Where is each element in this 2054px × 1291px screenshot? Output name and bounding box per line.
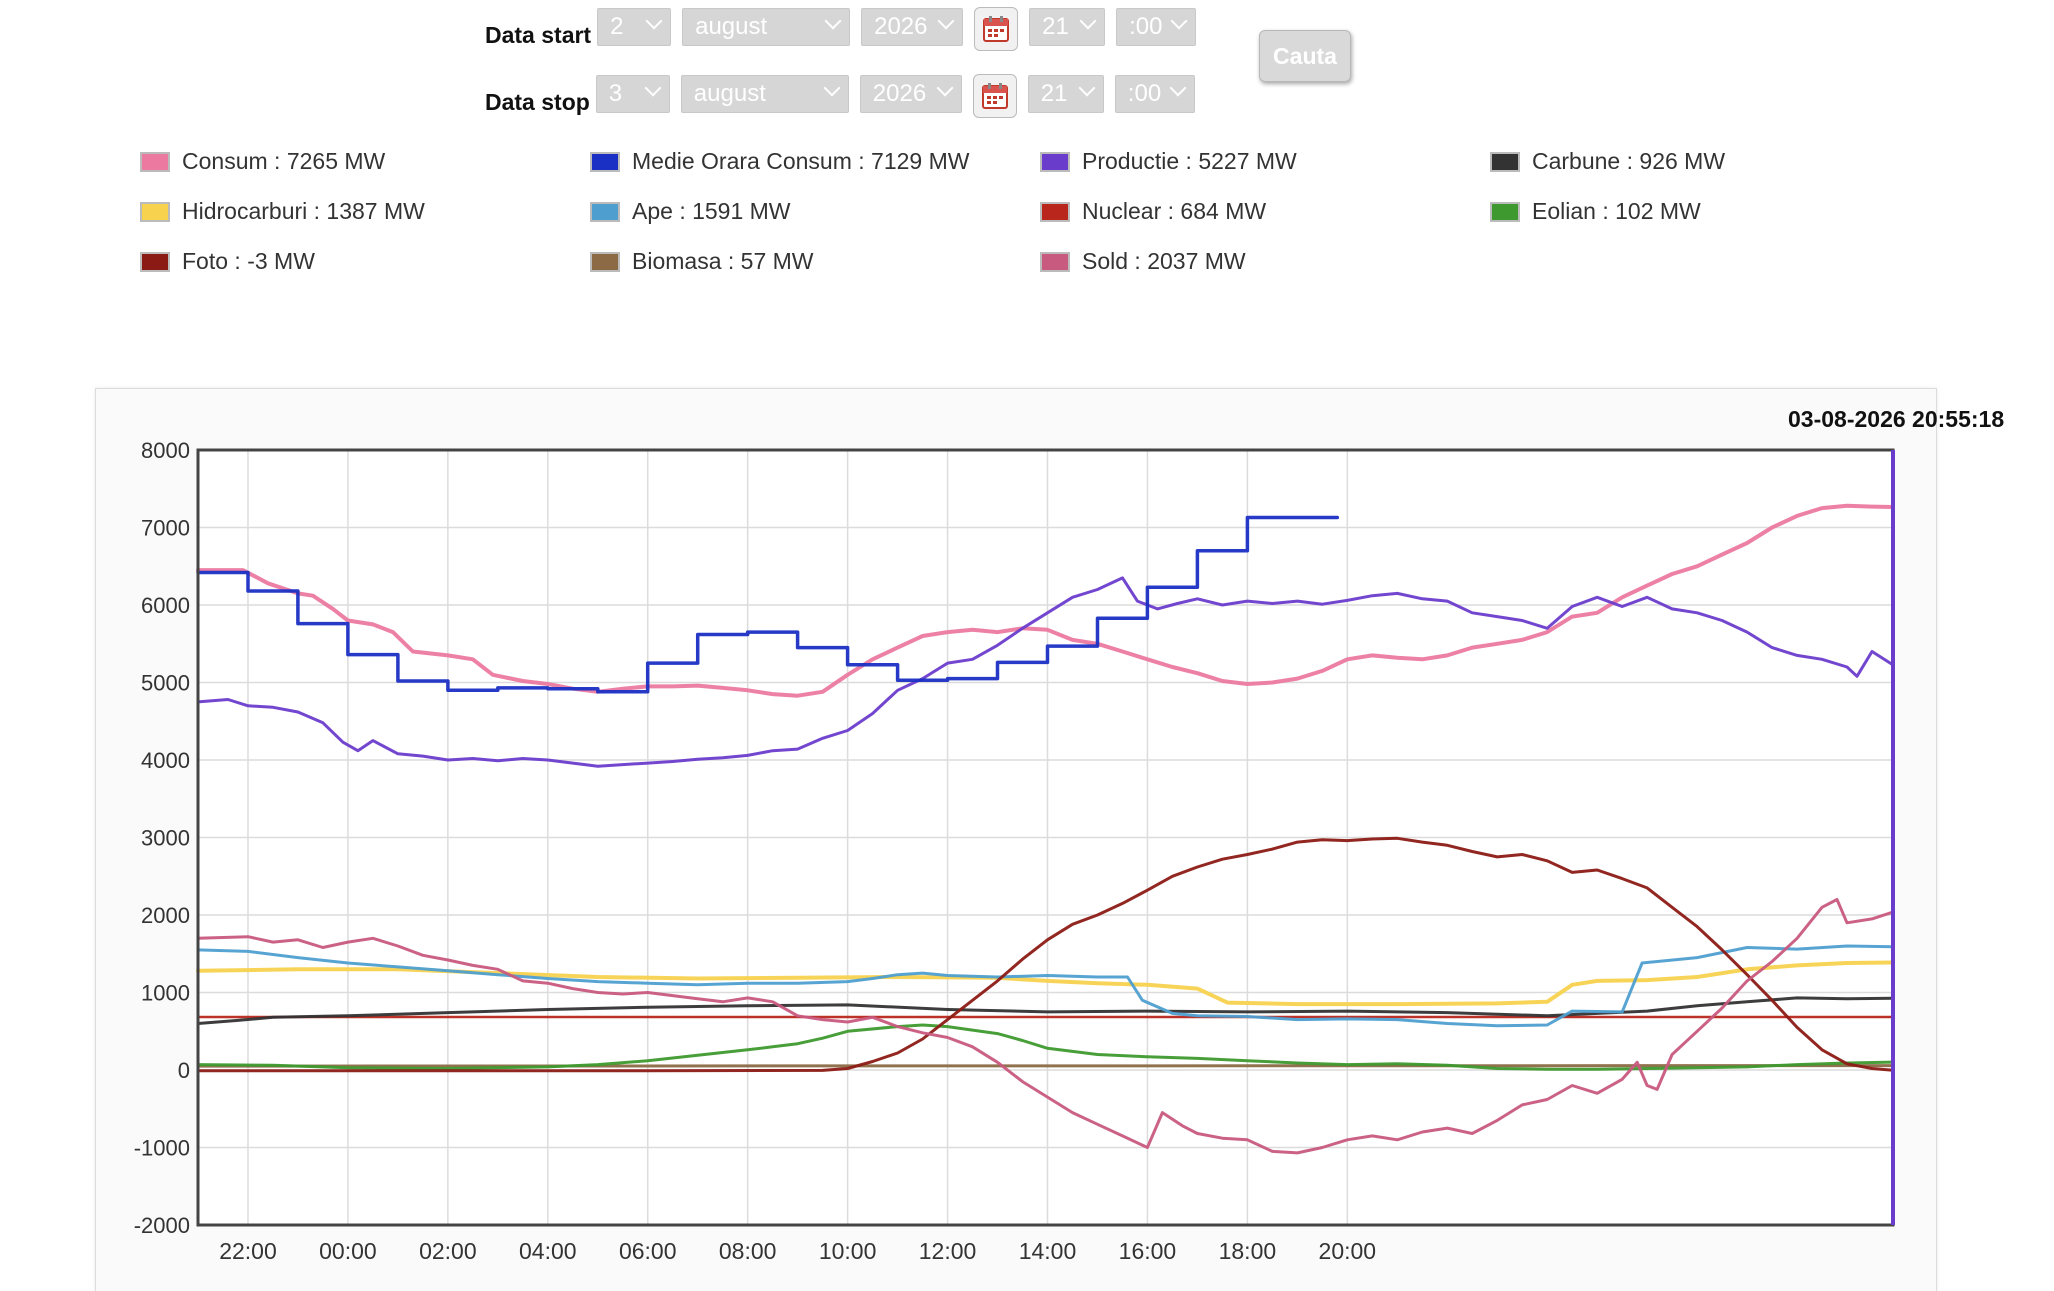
legend-item-consum[interactable]: Consum : 7265 MW [140, 148, 385, 175]
y-tick-label: 0 [178, 1058, 190, 1083]
legend-swatch [590, 251, 620, 272]
y-tick-label: 6000 [141, 593, 190, 618]
legend-swatch [1040, 251, 1070, 272]
start-month-select[interactable]: august [682, 8, 851, 46]
y-tick-label: 5000 [141, 671, 190, 696]
date-stop-row: Data stop 3 august 2026 21 :00 [485, 72, 1206, 118]
start-day-select[interactable]: 2 [597, 8, 672, 46]
x-tick-label: 02:00 [419, 1238, 477, 1264]
legend-swatch [140, 201, 170, 222]
x-tick-label: 12:00 [919, 1238, 977, 1264]
legend-label: Consum : 7265 MW [182, 148, 386, 174]
legend-label: Productie : 5227 MW [1082, 148, 1297, 174]
x-tick-label: 22:00 [219, 1238, 277, 1264]
y-tick-label: 3000 [141, 826, 190, 851]
legend-swatch [1490, 151, 1520, 172]
series-line-productie [196, 576, 1895, 768]
legend-item-eolian[interactable]: Eolian : 102 MW [1490, 198, 1701, 225]
start-year-select[interactable]: 2026 [861, 8, 964, 46]
legend-swatch [1040, 151, 1070, 172]
series-line-ape [196, 944, 1895, 1028]
series-line-hidrocarburi [196, 960, 1895, 1007]
legend-label: Foto : -3 MW [182, 248, 315, 274]
search-button[interactable]: Cauta [1259, 30, 1351, 82]
stop-day-select[interactable]: 3 [595, 75, 670, 113]
start-minute-select[interactable]: :00 [1116, 8, 1197, 46]
date-start-label: Data start [485, 21, 592, 48]
x-tick-label: 10:00 [819, 1238, 877, 1264]
x-tick-label: 04:00 [519, 1238, 577, 1264]
x-tick-label: 06:00 [619, 1238, 677, 1264]
y-tick-label: 8000 [141, 438, 190, 463]
stop-hour-select[interactable]: 21 [1027, 75, 1104, 113]
start-hour-select[interactable]: 21 [1029, 8, 1106, 46]
legend-label: Biomasa : 57 MW [632, 248, 814, 274]
legend-swatch [1490, 201, 1520, 222]
legend-label: Carbune : 926 MW [1532, 148, 1726, 174]
legend-swatch [140, 251, 170, 272]
series-line-foto [196, 836, 1895, 1073]
legend-item-hidrocarburi[interactable]: Hidrocarburi : 1387 MW [140, 198, 425, 225]
x-tick-label: 20:00 [1319, 1238, 1377, 1264]
stop-year-select[interactable]: 2026 [859, 75, 962, 113]
date-stop-label: Data stop [485, 88, 590, 115]
stop-calendar-button[interactable] [972, 73, 1017, 118]
x-tick-label: 16:00 [1119, 1238, 1177, 1264]
y-tick-label: 1000 [141, 981, 190, 1006]
date-start-row: Data start 2 august 2026 21 :00 [485, 5, 1207, 51]
y-tick-label: -1000 [134, 1136, 190, 1161]
legend-swatch [590, 151, 620, 172]
legend-label: Hidrocarburi : 1387 MW [182, 198, 425, 224]
y-tick-label: 4000 [141, 748, 190, 773]
legend-item-biomasa[interactable]: Biomasa : 57 MW [590, 248, 814, 275]
x-tick-label: 14:00 [1019, 1238, 1077, 1264]
legend-item-nuclear[interactable]: Nuclear : 684 MW [1040, 198, 1266, 225]
legend-swatch [1040, 201, 1070, 222]
calendar-icon [983, 15, 1010, 42]
calendar-icon [981, 82, 1008, 109]
legend-item-productie[interactable]: Productie : 5227 MW [1040, 148, 1297, 175]
stop-month-select[interactable]: august [680, 75, 849, 113]
series-line-eolian [196, 1023, 1895, 1071]
legend-label: Sold : 2037 MW [1082, 248, 1246, 274]
legend-item-medie-orara-consum[interactable]: Medie Orara Consum : 7129 MW [590, 148, 969, 175]
legend-label: Medie Orara Consum : 7129 MW [632, 148, 970, 174]
legend-label: Ape : 1591 MW [632, 198, 791, 224]
series-line-biomasa [196, 1064, 1895, 1068]
y-tick-label: -2000 [134, 1213, 190, 1238]
chart-timestamp: 03-08-2026 20:55:18 [1788, 406, 2005, 432]
series-line-sold [196, 898, 1895, 1155]
y-tick-label: 2000 [141, 903, 190, 928]
x-tick-label: 08:00 [719, 1238, 777, 1264]
legend-swatch [140, 151, 170, 172]
legend-item-ape[interactable]: Ape : 1591 MW [590, 198, 791, 225]
stop-minute-select[interactable]: :00 [1114, 75, 1195, 113]
legend-label: Nuclear : 684 MW [1082, 198, 1267, 224]
series-line-carbune [196, 996, 1895, 1025]
y-tick-label: 7000 [141, 516, 190, 541]
series-line-medie-orara-consum [196, 515, 1340, 694]
legend-item-foto[interactable]: Foto : -3 MW [140, 248, 315, 275]
x-tick-label: 00:00 [319, 1238, 377, 1264]
legend-item-sold[interactable]: Sold : 2037 MW [1040, 248, 1246, 275]
legend-item-carbune[interactable]: Carbune : 926 MW [1490, 148, 1725, 175]
x-tick-label: 18:00 [1219, 1238, 1277, 1264]
start-calendar-button[interactable] [974, 6, 1019, 51]
legend-label: Eolian : 102 MW [1532, 198, 1701, 224]
legend-swatch [590, 201, 620, 222]
